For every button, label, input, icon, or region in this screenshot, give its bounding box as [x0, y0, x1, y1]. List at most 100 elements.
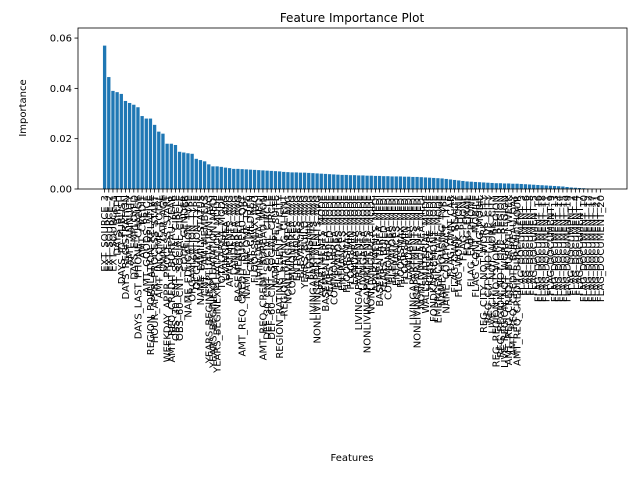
x-tick-label: EXT_SOURCE_3 [100, 195, 111, 272]
x-tick-label: FLAG_DOCUMENT_14 [554, 195, 565, 302]
bar [202, 161, 207, 189]
bar [527, 184, 532, 189]
x-tick-label: FLOORSMAX_MODE [342, 195, 353, 293]
bar [436, 178, 440, 189]
bar [461, 180, 465, 189]
bar [548, 185, 553, 189]
bar [282, 171, 286, 189]
bar [357, 175, 361, 189]
x-tick-label: OWN_CAR_AGE [158, 195, 169, 272]
bar [252, 169, 257, 189]
x-tick-label: NONLIVINGAPARTMENTS_MODE [363, 195, 374, 353]
x-tick-label: FLAG_EMP_PHONE [467, 195, 478, 287]
x-tick-label: FLAG_DOCUMENT_4 [571, 195, 582, 296]
bar [244, 169, 248, 189]
x-tick-label: AMT_REQ_CREDIT_BUREAU_MON [258, 195, 269, 360]
x-tick-label: TOTALAREA_MODE [217, 195, 228, 290]
x-tick-label: FLAG_OWN_REALTY [450, 194, 461, 293]
x-tick-label: FLAG_DOCUMENT_5 [529, 195, 540, 296]
x-tick-label: DAYS_REGISTRATION [121, 195, 132, 299]
bar [494, 183, 498, 189]
bar [236, 168, 240, 189]
x-tick-label: YEARS_BUILD_MODE [325, 195, 336, 299]
bar [457, 180, 461, 189]
bar [132, 104, 136, 189]
bar [219, 166, 223, 189]
bar [248, 169, 253, 189]
bar [215, 166, 219, 189]
bar [369, 175, 373, 189]
x-tick-label: FLAG_PHONE [458, 195, 469, 261]
bar [327, 174, 332, 189]
x-tick-label: WALLSMATERIAL_MODE [421, 195, 432, 314]
bar [432, 177, 436, 189]
x-tick-label: FLAG_DOCUMENT_3 [517, 195, 528, 296]
x-tick-label: AMT_REQ_CREDIT_BUREAU_QRT [238, 194, 249, 356]
x-tick-label: YEARS_BEGINEXPLUATATION_MEDI [208, 195, 219, 369]
x-tick-label: LIVINGAREA_MODE [358, 195, 369, 291]
x-tick-label: FLAG_DOCUMENT_19 [563, 195, 574, 302]
x-tick-label: NAME_TYPE_SUITE [271, 195, 282, 288]
chart-title: Feature Importance Plot [280, 11, 425, 25]
bar [486, 182, 490, 189]
x-tick-label: EMERGENCYSTATE_MODE [433, 195, 444, 323]
bar [373, 175, 378, 189]
x-tick-label: FLAG_DOCUMENT_6 [521, 195, 532, 296]
x-tick-label: LIVINGAPARTMENTS_AVG [308, 195, 319, 321]
x-tick-label: LIVINGAPARTMENTS_MODE [354, 195, 365, 330]
x-tick-label: NAME_INCOME_TYPE [242, 195, 253, 299]
bar [240, 169, 244, 189]
bar [515, 183, 519, 189]
bar [190, 153, 194, 189]
bar [211, 166, 215, 189]
x-tick-label: AMT_CREDIT [138, 194, 149, 258]
bar [444, 178, 448, 189]
bar [265, 170, 269, 189]
x-tick-label: NAME_EDUCATION_TYPE [183, 195, 194, 318]
x-tick-label: LANDAREA_MEDI [404, 195, 415, 280]
bar [557, 186, 561, 189]
x-tick-label: REG_CITY_NOT_LIVE_CITY [483, 194, 494, 323]
bar [477, 182, 482, 189]
bar [348, 175, 353, 189]
x-tick-label: YEARS_BUILD_MEDI [379, 195, 390, 295]
x-tick-label: AMT_ANNUITY [125, 194, 136, 266]
x-tick-label: REGION_RATING_CLIENT [279, 194, 290, 317]
x-tick-label: FLAG_DOCUMENT_18 [538, 195, 549, 302]
x-tick-label: LIVINGAREA_AVG [221, 195, 232, 281]
bar [115, 92, 119, 189]
bar [352, 175, 357, 189]
bar [165, 143, 169, 189]
bar [344, 174, 348, 189]
x-tick-label: DEF_30_CNT_SOCIAL_CIRCLE [263, 195, 274, 340]
bar [507, 183, 511, 189]
x-tick-label: AMT_REQ_CREDIT_BUREAU_HOUR [513, 195, 524, 366]
x-tick-label: FLAG_DOCUMENT_2 [567, 195, 578, 296]
x-tick-label: LIVE_CITY_NOT_WORK_CITY [488, 194, 499, 334]
x-tick-label: FLAG_DOCUMENT_10 [579, 195, 590, 302]
y-tick-label: 0.06 [50, 34, 72, 45]
bar [319, 173, 323, 189]
x-tick-label: NAME_HOUSING_TYPE [438, 195, 449, 306]
bar [111, 90, 115, 189]
x-tick-label: BASEMENTAREA_MODE [321, 195, 332, 312]
bar [107, 77, 111, 189]
y-tick-label: 0.02 [50, 134, 72, 145]
bar [119, 93, 123, 189]
x-tick-label: COMMONAREA_MODE [329, 195, 340, 305]
bar [573, 187, 578, 189]
bar [498, 183, 503, 189]
bar [394, 176, 398, 189]
x-tick-label: FLOORSMIN_AVG [304, 195, 315, 280]
x-tick-label: FLAG_DOCUMENT_15 [558, 195, 569, 302]
x-tick-label: NONLIVINGAPARTMENTS_MEDI [413, 195, 424, 348]
y-axis-label: Importance [18, 79, 29, 136]
bar [298, 172, 303, 189]
bar [223, 167, 228, 189]
bar [448, 179, 453, 189]
bar [232, 168, 236, 189]
bar [186, 153, 190, 189]
bar [273, 171, 278, 189]
x-tick-label: AMT_INCOME_TOTAL [154, 195, 165, 299]
x-tick-label: OBS_30_CNT_SOCIAL_CIRCLE [171, 195, 182, 341]
